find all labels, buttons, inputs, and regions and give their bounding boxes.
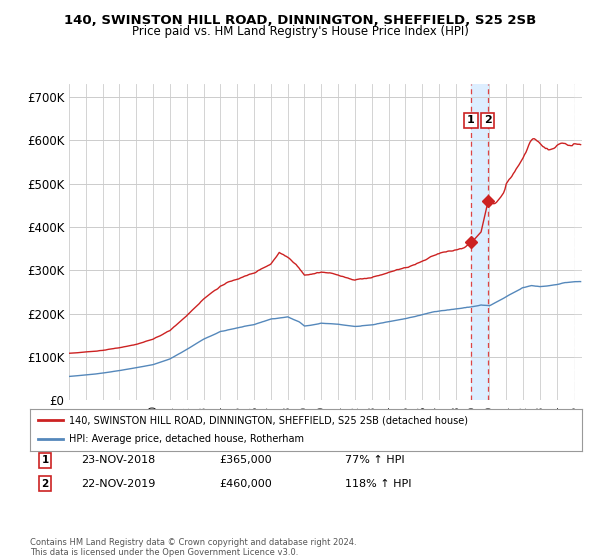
- Text: 22-NOV-2019: 22-NOV-2019: [81, 479, 155, 489]
- Bar: [574, 84, 582, 400]
- Text: 77% ↑ HPI: 77% ↑ HPI: [345, 455, 404, 465]
- Text: 1: 1: [467, 115, 475, 125]
- Text: 2: 2: [484, 115, 491, 125]
- Text: Contains HM Land Registry data © Crown copyright and database right 2024.
This d: Contains HM Land Registry data © Crown c…: [30, 538, 356, 557]
- Text: Price paid vs. HM Land Registry's House Price Index (HPI): Price paid vs. HM Land Registry's House …: [131, 25, 469, 38]
- Bar: [471, 84, 488, 400]
- Text: 2: 2: [41, 479, 49, 489]
- Text: £460,000: £460,000: [219, 479, 272, 489]
- Text: 1: 1: [41, 455, 49, 465]
- Text: 140, SWINSTON HILL ROAD, DINNINGTON, SHEFFIELD, S25 2SB (detached house): 140, SWINSTON HILL ROAD, DINNINGTON, SHE…: [68, 415, 467, 425]
- Text: 23-NOV-2018: 23-NOV-2018: [81, 455, 155, 465]
- Text: 118% ↑ HPI: 118% ↑ HPI: [345, 479, 412, 489]
- Text: HPI: Average price, detached house, Rotherham: HPI: Average price, detached house, Roth…: [68, 435, 304, 445]
- Text: 140, SWINSTON HILL ROAD, DINNINGTON, SHEFFIELD, S25 2SB: 140, SWINSTON HILL ROAD, DINNINGTON, SHE…: [64, 14, 536, 27]
- Text: £365,000: £365,000: [219, 455, 272, 465]
